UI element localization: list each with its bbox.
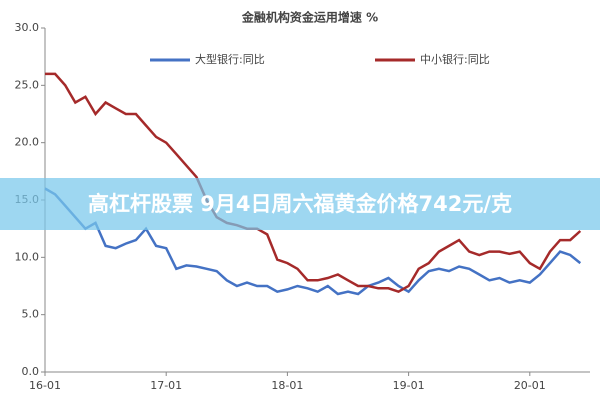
line-series — [45, 72, 582, 294]
line-series — [44, 187, 582, 296]
y-tick-label: 10.0 — [15, 250, 40, 263]
y-tick-label: 20.0 — [15, 136, 40, 149]
y-tick-label: 0.0 — [22, 365, 40, 378]
x-tick-label: 18-01 — [271, 379, 303, 392]
y-tick-label: 5.0 — [22, 308, 40, 321]
banner: 高杠杆股票 9月4日周六福黄金价格742元/克 — [0, 178, 600, 230]
legend-label: 大型银行:同比 — [195, 52, 265, 66]
chart-title: 金融机构资金运用增速 % — [241, 10, 378, 25]
y-tick-label: 30.0 — [15, 21, 40, 34]
x-tick-label: 16-01 — [29, 379, 61, 392]
x-tick-label: 17-01 — [150, 379, 182, 392]
legend-label: 中小银行:同比 — [420, 52, 490, 66]
x-tick-label: 19-01 — [393, 379, 425, 392]
x-tick-label: 20-01 — [514, 379, 546, 392]
y-tick-label: 25.0 — [15, 78, 40, 91]
